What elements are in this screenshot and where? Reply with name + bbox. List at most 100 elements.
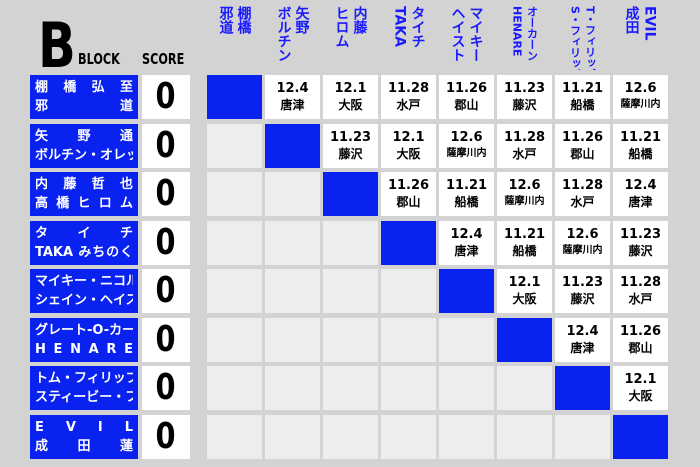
match-date: 12.1	[334, 81, 367, 96]
empty-cell	[265, 317, 320, 362]
match-venue: 大阪	[396, 146, 421, 161]
match-venue: 藤沢	[512, 98, 537, 112]
column-header-label: HENARE	[510, 6, 524, 57]
score-cell: 0	[142, 414, 190, 459]
wrestler-name-line1: E V I L	[35, 419, 133, 435]
column-header-label: 邪道	[217, 6, 234, 34]
wrestler-name-line2: H E N A R E	[35, 341, 133, 357]
block-label: BLOCK	[78, 50, 120, 68]
match-cell: 12.4 唐津	[613, 172, 668, 216]
match-date: 11.26	[445, 81, 488, 96]
match-cell: 11.21 船橋	[497, 220, 552, 265]
column-header-label: EVIL	[641, 6, 658, 41]
self-cell	[265, 123, 320, 168]
empty-cell	[207, 172, 262, 216]
match-date: 11.26	[387, 178, 430, 193]
empty-cell	[207, 269, 262, 313]
wrestler-name-line1: タ イ チ	[35, 225, 133, 241]
score-value: 0	[155, 270, 177, 311]
match-venue: 郡山	[570, 146, 595, 161]
match-venue: 船橋	[454, 195, 479, 209]
match-cell: 12.1 大阪	[323, 75, 378, 119]
column-header-label: マイキー	[467, 6, 484, 62]
empty-cell	[323, 414, 378, 459]
match-cell: 12.6 薩摩川内	[555, 220, 610, 265]
match-date: 11.23	[329, 129, 372, 145]
match-date: 11.26	[561, 129, 604, 145]
column-header: T・フィリップ S・フィリップ	[555, 6, 610, 70]
match-date: 11.23	[503, 81, 546, 96]
column-header-label: ヘイスト	[449, 6, 466, 62]
column-header: タイチ TAKA	[381, 6, 436, 70]
match-date: 11.28	[503, 129, 546, 145]
match-cell: 12.4 唐津	[439, 220, 494, 265]
match-cell: 12.1 大阪	[381, 123, 436, 168]
score-value: 0	[155, 318, 177, 360]
match-venue: 大阪	[512, 292, 537, 306]
column-header-label: ヒロム	[333, 6, 350, 48]
match-date: 11.28	[619, 275, 662, 290]
match-venue: 船橋	[570, 98, 595, 112]
match-date: 12.4	[450, 226, 483, 242]
match-cell: 11.23 藤沢	[613, 220, 668, 265]
score-cell: 0	[142, 317, 190, 362]
wrestler-name-line1: 棚 橋 弘 至	[35, 80, 133, 95]
column-header: 棚橋 邪道	[207, 6, 262, 70]
match-cell: 11.26 郡山	[439, 75, 494, 119]
empty-cell	[265, 414, 320, 459]
empty-cell	[497, 414, 552, 459]
match-venue: 水戸	[570, 195, 595, 209]
match-cell: 11.21 船橋	[613, 123, 668, 168]
match-venue: 郡山	[454, 98, 479, 112]
score-value: 0	[155, 415, 177, 457]
score-value: 0	[155, 124, 177, 166]
wrestler-name-line1: トム・フィリップ	[35, 371, 133, 386]
score-value: 0	[155, 221, 177, 263]
column-header: EVIL 成田	[613, 6, 668, 70]
wrestler-name-line2: 高 橋 ヒ ロ ム	[35, 196, 133, 211]
empty-cell	[207, 123, 262, 168]
match-cell: 11.21 船橋	[555, 75, 610, 119]
match-venue: 水戸	[512, 146, 537, 161]
column-header-label: TAKA	[391, 6, 408, 47]
empty-cell	[439, 414, 494, 459]
empty-cell	[323, 269, 378, 313]
match-venue: 船橋	[628, 146, 653, 161]
wrestler-name-line2: TAKA みちのく	[35, 244, 133, 260]
empty-cell	[381, 366, 436, 410]
wrestler-name-line1: グレート-O-カーン	[35, 322, 133, 338]
match-cell: 12.4 唐津	[265, 75, 320, 119]
match-cell: 11.26 郡山	[613, 317, 668, 362]
match-venue: 薩摩川内	[620, 99, 661, 110]
wrestler-name-line1: 内 藤 哲 也	[35, 177, 133, 192]
wrestler-name-line1: マイキー・ニコルス	[35, 274, 133, 289]
match-cell: 12.4 唐津	[555, 317, 610, 362]
match-venue: 藤沢	[338, 146, 363, 161]
empty-cell	[555, 414, 610, 459]
wrestler-name-cell: マイキー・ニコルスシェイン・ヘイスト	[30, 269, 138, 313]
match-date: 11.23	[561, 275, 604, 290]
wrestler-name-line2: 邪 道	[35, 99, 133, 114]
column-header-label: タイチ	[409, 6, 426, 48]
score-value: 0	[155, 367, 177, 408]
score-cell: 0	[142, 220, 190, 265]
wrestler-name-line2: ボルチン・オレッグ	[35, 147, 133, 163]
match-venue: 藤沢	[628, 243, 653, 258]
match-date: 11.28	[387, 81, 430, 96]
match-date: 11.21	[503, 226, 546, 242]
match-venue: 郡山	[396, 195, 421, 209]
match-cell: 11.21 船橋	[439, 172, 494, 216]
column-header: オーカーン HENARE	[497, 6, 552, 70]
wrestler-name-line2: 成 田 蓮	[35, 438, 133, 454]
column-header-label: 棚橋	[235, 6, 252, 34]
block-letter: B	[38, 9, 76, 82]
empty-cell	[323, 317, 378, 362]
empty-cell	[439, 366, 494, 410]
match-cell: 11.26 郡山	[381, 172, 436, 216]
score-value: 0	[155, 76, 177, 117]
empty-cell	[265, 269, 320, 313]
wrestler-name-line2: シェイン・ヘイスト	[35, 293, 133, 308]
match-date: 12.4	[276, 81, 309, 96]
